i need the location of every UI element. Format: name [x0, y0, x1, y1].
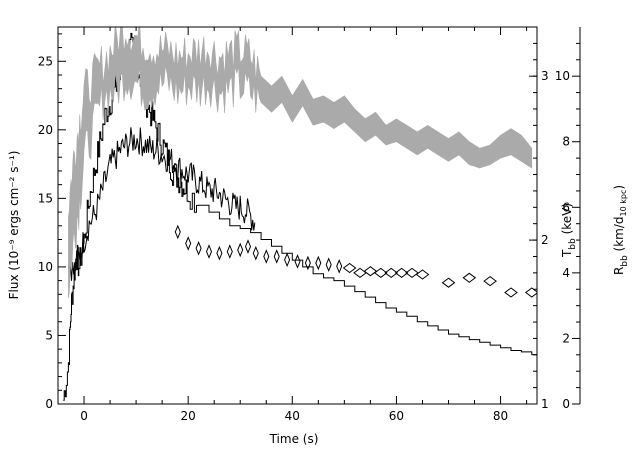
temperature-diamond-point: [462, 272, 477, 283]
r-tick-label: 10: [555, 69, 570, 83]
y-tick-label: 0: [45, 397, 53, 411]
r-tick-label: 2: [562, 331, 570, 345]
temperature-diamond-point: [315, 255, 322, 271]
temperature-diamond-point: [244, 239, 252, 254]
axes: 0 20 40 60 80 0 5 10 15 20 25 1 2 3 0 2 4 6 8 10: [38, 26, 581, 423]
temperature-diamond-point: [483, 275, 497, 287]
plot-frame: [57, 26, 538, 405]
y-tick-label: 10: [38, 260, 53, 274]
temperature-diamond-point: [524, 287, 537, 298]
temperature-diamond-point: [415, 269, 430, 280]
y-axis-label-temperature: Tbb (keV): [560, 203, 578, 258]
temperature-diamond-point: [216, 245, 223, 261]
x-axis-label: Time (s): [269, 432, 319, 446]
x-tick-label: 60: [389, 409, 404, 423]
temperature-series: [67, 127, 256, 281]
temperature-diamond-point: [263, 249, 270, 264]
r-tick-label: 4: [562, 266, 570, 280]
temperature-diamond-point: [185, 236, 192, 251]
temperature-diamond-point: [342, 262, 357, 274]
temperature-diamond-point: [336, 258, 343, 274]
y-tick-label: 20: [38, 123, 53, 137]
t-tick-label: 2: [541, 233, 549, 247]
temperature-diamond-point: [325, 257, 332, 273]
t-tick-label: 3: [541, 69, 549, 83]
temperature-diamond-point: [384, 267, 399, 279]
temperature-diamond-point: [195, 241, 202, 256]
temperature-diamond-point: [405, 267, 419, 279]
temperature-diamond-point: [273, 249, 280, 264]
radius-band-series: [68, 27, 533, 299]
temperature-diamond-point: [205, 244, 213, 259]
plot-area: [63, 27, 537, 401]
x-tick-label: 80: [493, 409, 508, 423]
y-tick-label: 15: [38, 191, 53, 205]
x-tick-label: 20: [181, 409, 196, 423]
y-axis-label-left: Flux (10⁻⁹ ergs cm⁻² s⁻¹): [7, 151, 21, 300]
r-tick-label: 8: [562, 135, 570, 149]
temperature-diamond-point: [363, 266, 378, 277]
temperature-diamond-point: [237, 242, 244, 258]
temperature-diamond-point: [252, 245, 259, 261]
x-tick-label: 40: [285, 409, 300, 423]
temperature-diamond-point: [373, 267, 388, 279]
temperature-diamond-point: [504, 287, 518, 298]
t-tick-label: 1: [541, 397, 549, 411]
temperature-diamond-point: [174, 224, 181, 240]
temperature-diamond-point: [304, 255, 311, 271]
temperature-diamond-point: [353, 267, 367, 279]
temperature-diamond-point: [441, 277, 456, 288]
r-tick-label: 0: [562, 397, 570, 411]
y-tick-label: 25: [38, 54, 53, 68]
temperature-diamond-point: [294, 254, 301, 269]
temperature-diamond-point: [284, 252, 291, 268]
y-tick-label: 5: [45, 328, 53, 342]
y-axis-label-radius: Rbb (km/d10 kpc): [612, 185, 630, 275]
x-tick-label: 0: [80, 409, 88, 423]
temperature-diamond-point: [226, 244, 233, 259]
temperature-diamond-point: [394, 267, 409, 279]
r-tick-label: 6: [562, 200, 570, 214]
